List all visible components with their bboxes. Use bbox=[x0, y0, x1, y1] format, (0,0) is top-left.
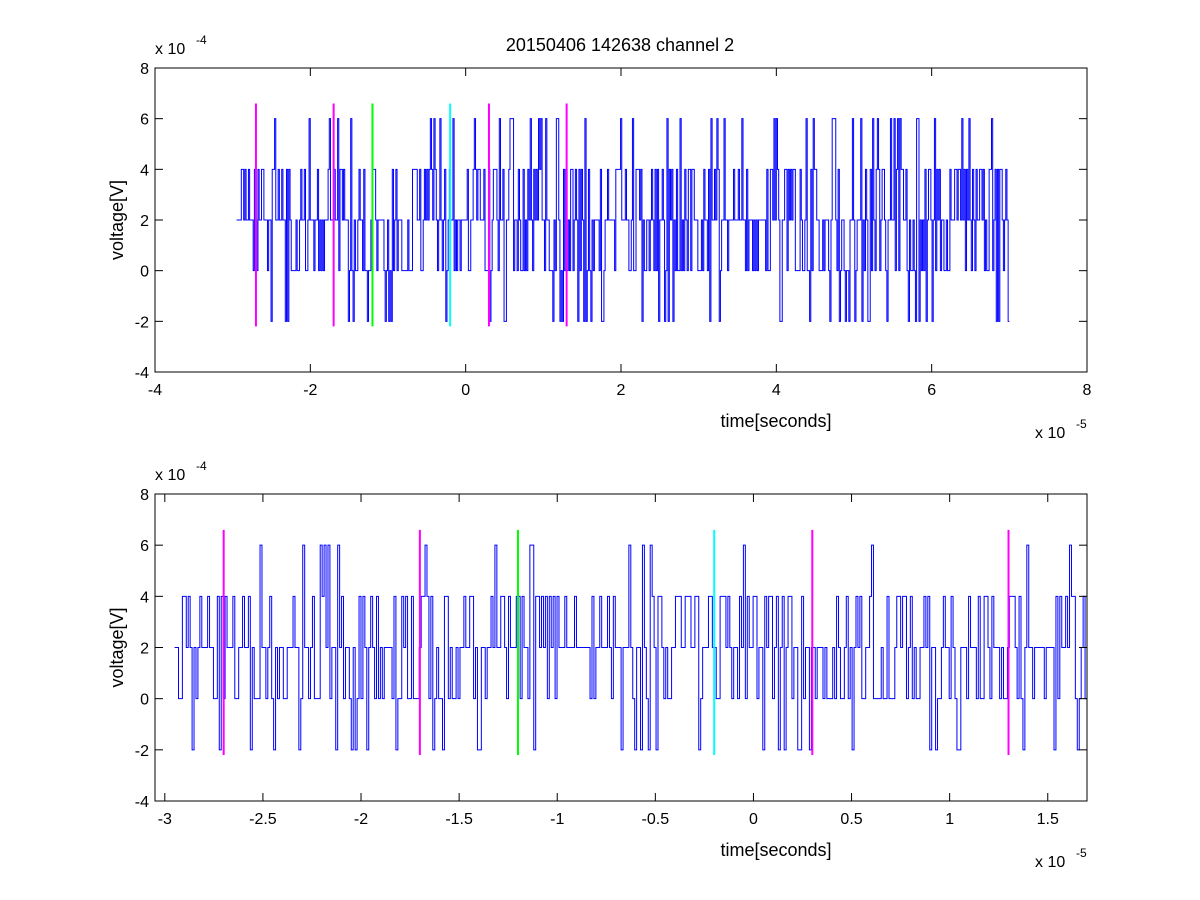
y-multiplier-exponent: -4 bbox=[196, 33, 207, 47]
x-tick-label: 0.5 bbox=[840, 811, 862, 828]
y-tick-label: -4 bbox=[135, 365, 149, 382]
x-tick-label: -2.5 bbox=[249, 811, 277, 828]
y-axis-label: voltage[V] bbox=[107, 607, 127, 687]
x-tick-label: 6 bbox=[927, 382, 936, 399]
bottom-plot: -3 -2.5 -2 -1.5 -1 -0.5 0 0.5 1 1.5 -4 -2 0 2 4 6 8 time[… bbox=[107, 459, 1088, 871]
figure-title: 20150406 142638 channel 2 bbox=[506, 35, 734, 55]
y-tick-label: 8 bbox=[140, 61, 149, 78]
x-tick-label: -1.5 bbox=[445, 811, 473, 828]
x-tick-label: 4 bbox=[772, 382, 781, 399]
y-tick-label: -2 bbox=[135, 314, 149, 331]
x-multiplier-label: x 10 bbox=[1035, 854, 1065, 871]
y-tick-label: 2 bbox=[140, 213, 149, 230]
y-tick-label: 6 bbox=[140, 112, 149, 129]
x-tick-label: -2 bbox=[303, 382, 317, 399]
x-tick-label: -4 bbox=[148, 382, 162, 399]
y-multiplier-exponent: -4 bbox=[196, 459, 207, 473]
y-multiplier-label: x 10 bbox=[155, 467, 185, 484]
x-tick-label: -0.5 bbox=[642, 811, 670, 828]
y-tick-label: 4 bbox=[140, 162, 149, 179]
x-tick-label: 8 bbox=[1083, 382, 1092, 399]
signal-series-line bbox=[174, 544, 1087, 751]
top-plot: -4 -2 0 2 4 6 8 -4 -2 0 2 4 6 8 time[seconds] voltage[V… bbox=[107, 33, 1092, 442]
x-tick-label: 1.5 bbox=[1037, 811, 1059, 828]
y-tick-label: -2 bbox=[135, 743, 149, 760]
x-multiplier-exponent: -5 bbox=[1076, 846, 1087, 860]
x-tick-label: -3 bbox=[158, 811, 172, 828]
y-tick-label: 0 bbox=[140, 692, 149, 709]
y-tick-label: 2 bbox=[140, 641, 149, 658]
y-tick-label: 0 bbox=[140, 264, 149, 281]
y-tick-label: 4 bbox=[140, 589, 149, 606]
x-tick-label: -1 bbox=[550, 811, 564, 828]
x-tick-label: 1 bbox=[945, 811, 954, 828]
x-tick-label: -2 bbox=[354, 811, 368, 828]
y-tick-label: 6 bbox=[140, 538, 149, 555]
x-tick-label: 0 bbox=[749, 811, 758, 828]
x-axis-label: time[seconds] bbox=[720, 411, 831, 431]
x-multiplier-label: x 10 bbox=[1035, 425, 1065, 442]
signal-series-line bbox=[236, 118, 1010, 322]
x-axis-label: time[seconds] bbox=[720, 840, 831, 860]
y-axis-label: voltage[V] bbox=[107, 180, 127, 260]
x-multiplier-exponent: -5 bbox=[1076, 417, 1087, 431]
x-tick-label: 0 bbox=[461, 382, 470, 399]
x-tick-label: 2 bbox=[617, 382, 626, 399]
y-tick-label: 8 bbox=[140, 487, 149, 504]
y-tick-label: -4 bbox=[135, 794, 149, 811]
y-multiplier-label: x 10 bbox=[155, 41, 185, 58]
